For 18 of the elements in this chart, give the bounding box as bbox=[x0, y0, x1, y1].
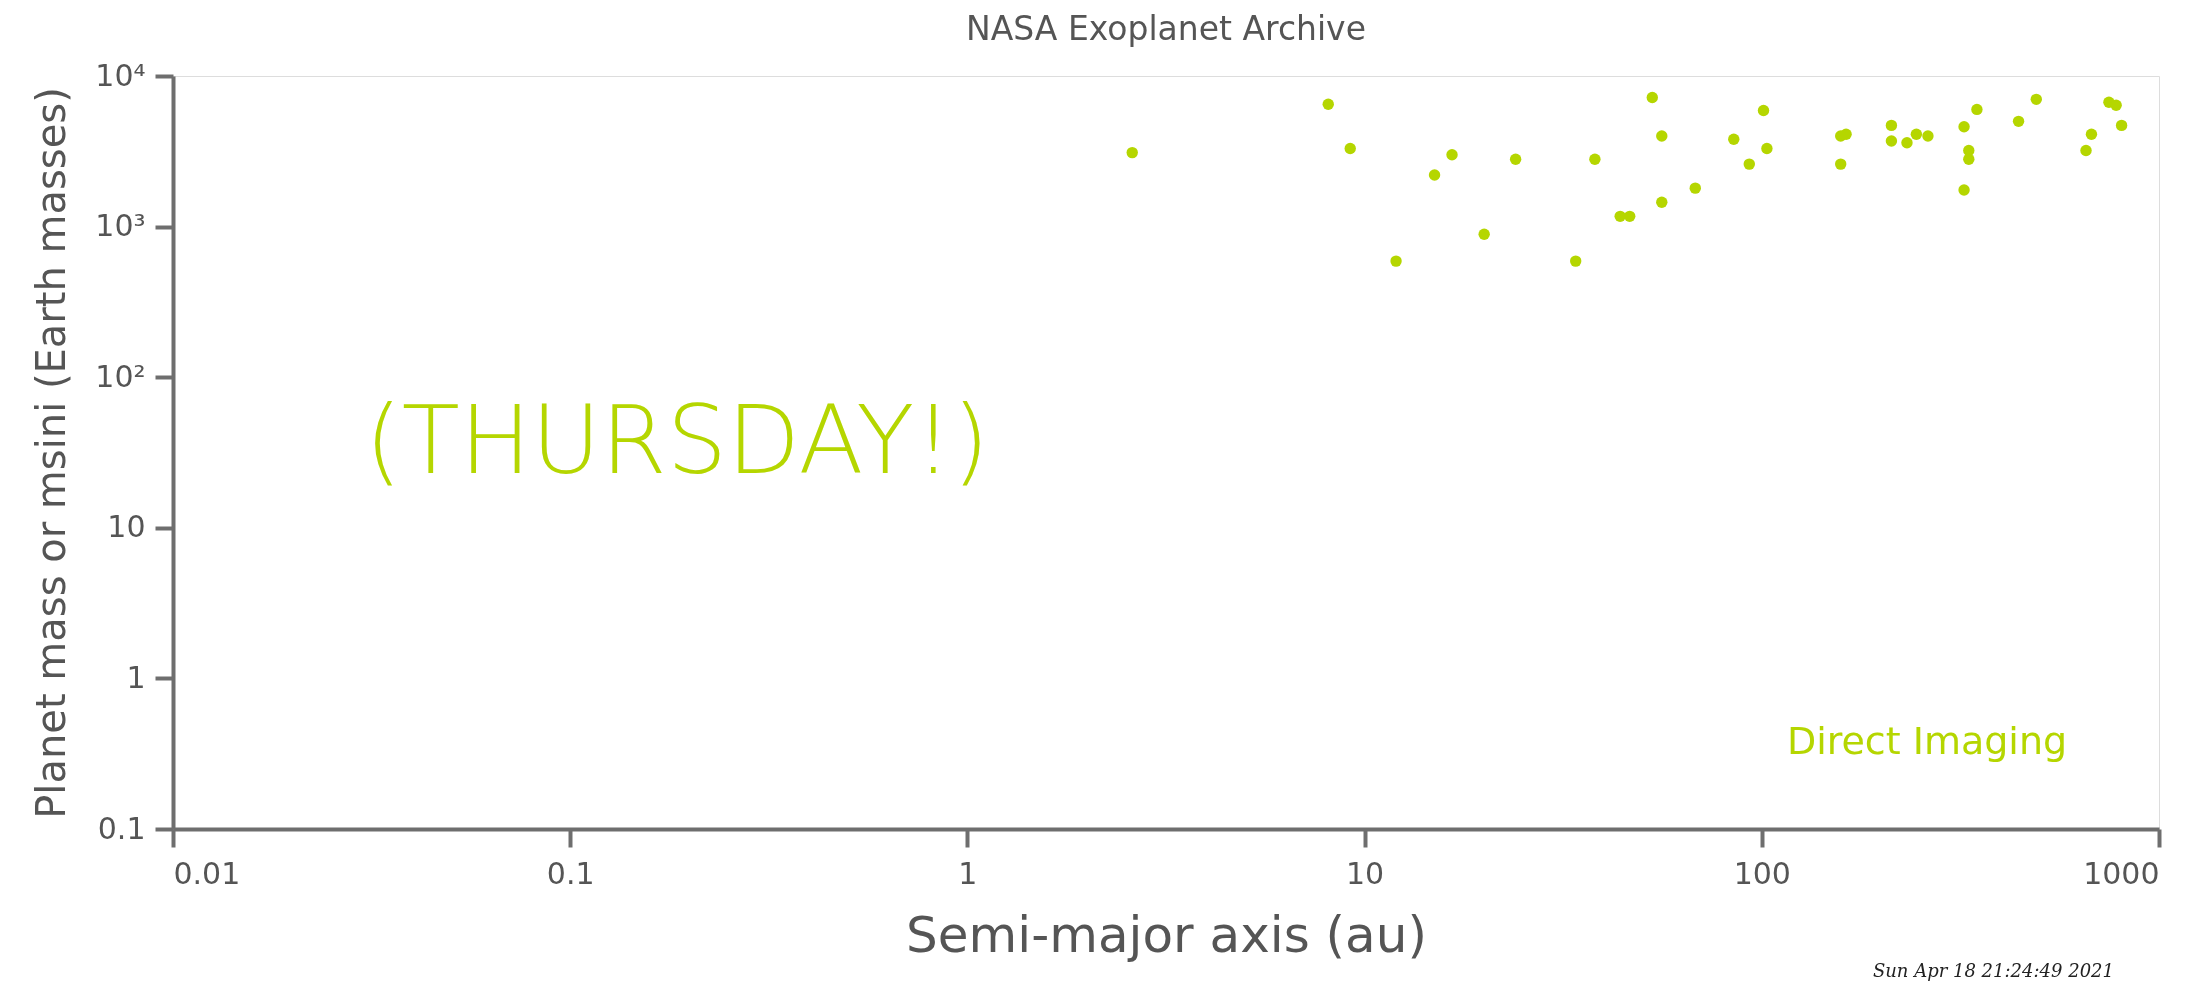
y-tick-label: 10² bbox=[95, 358, 146, 394]
text: Direct Imaging bbox=[1786, 719, 2068, 763]
x-tick-label: 0.1 bbox=[546, 855, 595, 891]
x-tick-label: 0.01 bbox=[173, 855, 241, 891]
chart-title: NASA Exoplanet Archive bbox=[966, 9, 1366, 48]
text: Sun Apr 18 21:24:49 2021 bbox=[1872, 960, 2114, 981]
x-tick-label: 1 bbox=[958, 855, 978, 891]
y-tick-label: 0.1 bbox=[97, 810, 146, 846]
x-axis-title: Semi-major axis (au) bbox=[906, 905, 1427, 964]
x-tick-label: 100 bbox=[1733, 855, 1791, 891]
y-axis-title: Planet mass or msini (Earth masses) bbox=[28, 87, 75, 819]
annotation: (THURSDAY!) bbox=[364, 385, 990, 495]
y-tick-label: 10³ bbox=[95, 208, 146, 244]
x-tick-label: 10 bbox=[1346, 855, 1385, 891]
y-tick-label: 10 bbox=[107, 509, 146, 545]
y-tick-label: 10⁴ bbox=[95, 57, 146, 93]
y-tick-label: 1 bbox=[126, 659, 146, 695]
x-tick-label: 1000 bbox=[2083, 855, 2160, 891]
